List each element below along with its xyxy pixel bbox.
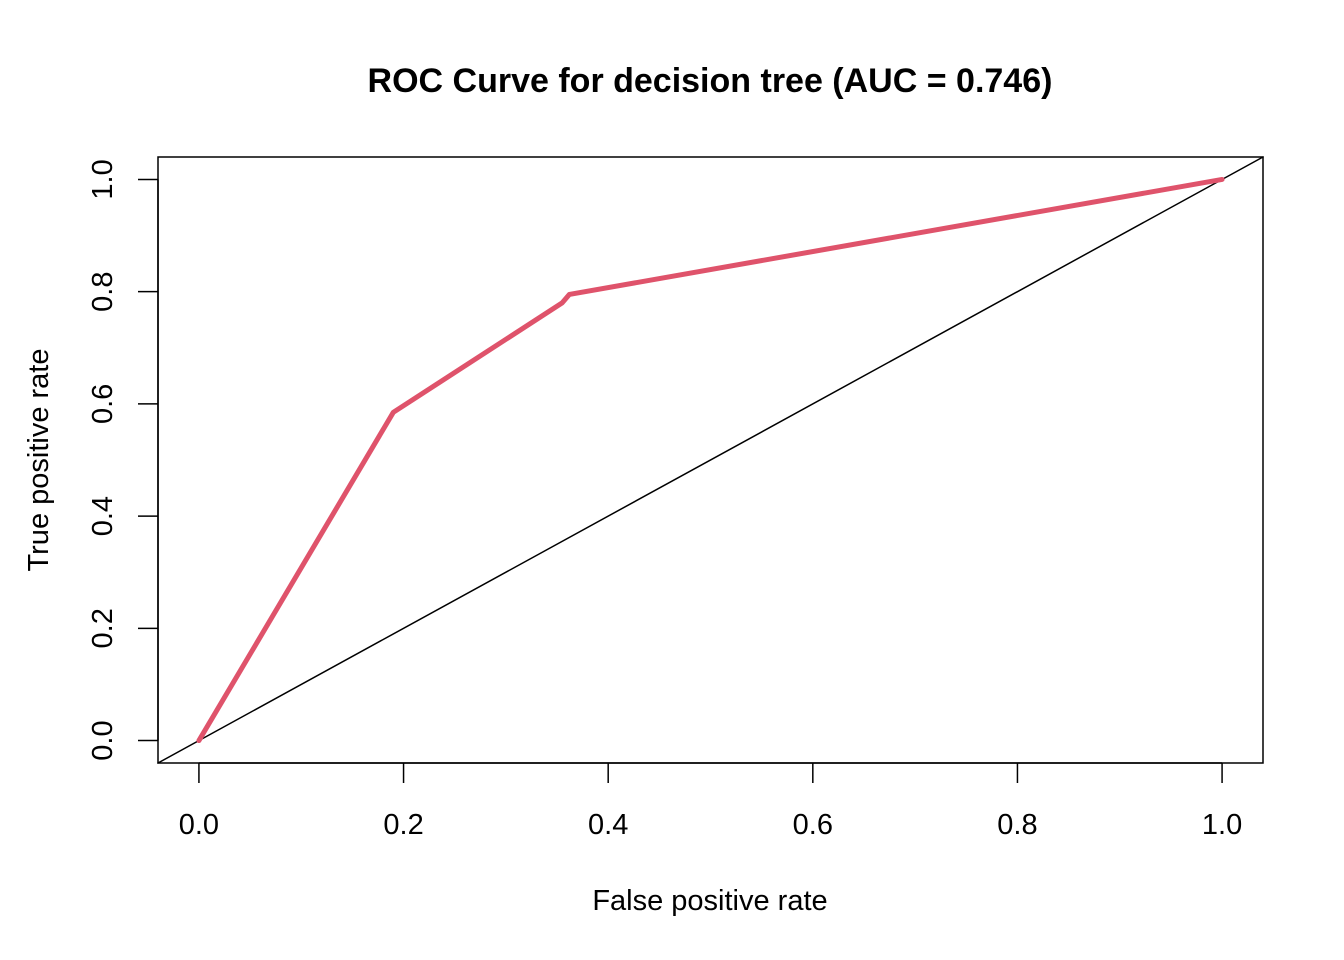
x-tick-label: 1.0	[1202, 809, 1242, 841]
x-tick-label: 0.8	[997, 809, 1037, 841]
series-layer	[157, 156, 1264, 764]
chart-title: ROC Curve for decision tree (AUC = 0.746…	[368, 62, 1053, 100]
x-tick-label: 0.6	[793, 809, 833, 841]
y-tick-label: 1.0	[87, 159, 119, 199]
y-axis: 0.0 0.2 0.4 0.6 0.8 1.0	[87, 159, 159, 761]
x-tick-label: 0.0	[179, 809, 219, 841]
x-axis: 0.0 0.2 0.4 0.6 0.8 1.0	[179, 762, 1242, 841]
roc-curve-line	[196, 176, 1225, 744]
x-axis-title: False positive rate	[592, 885, 827, 917]
y-tick-label: 0.8	[87, 272, 119, 312]
diagonal-reference-line	[157, 156, 1264, 764]
y-tick-label: 0.6	[87, 384, 119, 424]
y-tick-label: 0.4	[87, 496, 119, 536]
x-tick-label: 0.4	[588, 809, 628, 841]
y-tick-label: 0.2	[87, 608, 119, 648]
y-axis-title: True positive rate	[23, 349, 55, 572]
x-tick-label: 0.2	[383, 809, 423, 841]
y-tick-label: 0.0	[87, 720, 119, 760]
